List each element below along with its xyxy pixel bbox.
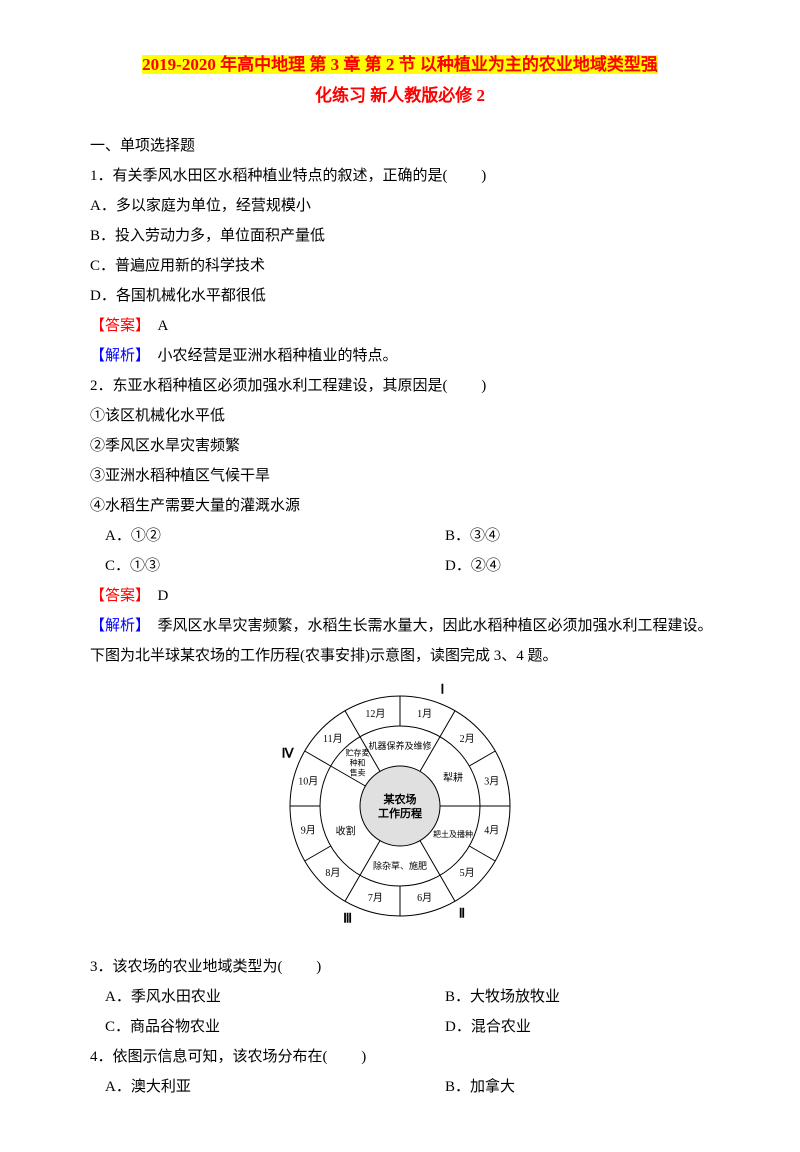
answer-label: 【答案】 [90, 318, 143, 334]
svg-text:6月: 6月 [417, 892, 432, 904]
svg-text:3月: 3月 [484, 776, 499, 788]
q2-option-c: C．①③ [60, 551, 400, 581]
svg-text:某农场: 某农场 [383, 792, 417, 806]
analysis-label: 【解析】 [90, 348, 143, 364]
q1-stem: 1．有关季风水田区水稻种植业特点的叙述，正确的是( ) [60, 161, 740, 191]
q3-option-d: D．混合农业 [400, 1012, 740, 1042]
q2-statement-1: ①该区机械化水平低 [60, 401, 740, 431]
svg-text:犁耕: 犁耕 [443, 771, 463, 784]
title-rest: 化练习 新人教版必修 2 [315, 86, 485, 105]
q1-analysis-text: 小农经营是亚洲水稻种植业的特点。 [143, 348, 398, 364]
svg-text:7月: 7月 [368, 892, 383, 904]
section-heading: 一、单项选择题 [60, 131, 740, 161]
q2-statement-2: ②季风区水旱灾害频繁 [60, 431, 740, 461]
q1-analysis-line: 【解析】 小农经营是亚洲水稻种植业的特点。 [60, 341, 740, 371]
svg-text:种和: 种和 [350, 758, 366, 768]
svg-text:5月: 5月 [460, 867, 475, 879]
svg-text:工作历程: 工作历程 [378, 806, 422, 820]
q2-option-a: A．①② [60, 521, 400, 551]
q2-answer-line: 【答案】 D [60, 581, 740, 611]
svg-text:Ⅳ: Ⅳ [282, 746, 295, 761]
q2-option-row-2: C．①③ D．②④ [60, 551, 740, 581]
page-title: 2019-2020 年高中地理 第 3 章 第 2 节 以种植业为主的农业地域类… [60, 50, 740, 111]
q3-stem: 3．该农场的农业地域类型为( ) [60, 952, 740, 982]
svg-text:12月: 12月 [365, 708, 385, 720]
q2-answer-value: D [143, 588, 169, 604]
q4-option-b: B．加拿大 [400, 1072, 740, 1102]
svg-text:耙土及播种: 耙土及播种 [433, 829, 473, 839]
q1-option-b: B．投入劳动力多，单位面积产量低 [60, 221, 740, 251]
lead-q3-q4: 下图为北半球某农场的工作历程(农事安排)示意图，读图完成 3、4 题。 [60, 641, 740, 671]
q2-analysis-line: 【解析】 季风区水旱灾害频繁，水稻生长需水量大，因此水稻种植区必须加强水利工程建… [60, 611, 740, 641]
title-highlighted: 2019-2020 年高中地理 第 3 章 第 2 节 以种植业为主的农业地域类… [142, 55, 658, 74]
q2-analysis-text: 季风区水旱灾害频繁，水稻生长需水量大，因此水稻种植区必须加强水利工程建设。 [143, 618, 713, 634]
q3-option-row-2: C．商品谷物农业 D．混合农业 [60, 1012, 740, 1042]
q3-option-a: A．季风水田农业 [60, 982, 400, 1012]
svg-text:机器保养及维修: 机器保养及维修 [368, 740, 431, 751]
answer-label: 【答案】 [90, 588, 143, 604]
q1-option-c: C．普遍应用新的科学技术 [60, 251, 740, 281]
svg-text:11月: 11月 [323, 733, 343, 745]
svg-text:贮存麦: 贮存麦 [346, 748, 370, 758]
q3-option-b: B．大牧场放牧业 [400, 982, 740, 1012]
analysis-label: 【解析】 [90, 618, 143, 634]
q2-stem: 2．东亚水稻种植区必须加强水利工程建设，其原因是( ) [60, 371, 740, 401]
svg-text:1月: 1月 [417, 708, 432, 720]
q2-option-row-1: A．①② B．③④ [60, 521, 740, 551]
svg-text:除杂草、施肥: 除杂草、施肥 [373, 860, 427, 871]
q1-option-d: D．各国机械化水平都很低 [60, 281, 740, 311]
q4-stem: 4．依图示信息可知，该农场分布在( ) [60, 1042, 740, 1072]
q2-statement-4: ④水稻生产需要大量的灌溉水源 [60, 491, 740, 521]
q4-option-a: A．澳大利亚 [60, 1072, 400, 1102]
svg-text:售卖: 售卖 [350, 768, 366, 778]
svg-text:10月: 10月 [298, 776, 318, 788]
farm-calendar-svg: 1月 2月 3月 4月 5月 6月 7月 8月 9月 10月 11月 12月机器保养及维修犁耕耙土及播… [255, 681, 545, 931]
q3-option-c: C．商品谷物农业 [60, 1012, 400, 1042]
q1-option-a: A．多以家庭为单位，经营规模小 [60, 191, 740, 221]
q2-option-d: D．②④ [400, 551, 740, 581]
svg-text:8月: 8月 [325, 867, 340, 879]
svg-text:9月: 9月 [301, 825, 316, 837]
q2-statement-3: ③亚洲水稻种植区气候干旱 [60, 461, 740, 491]
q2-option-b: B．③④ [400, 521, 740, 551]
q3-option-row-1: A．季风水田农业 B．大牧场放牧业 [60, 982, 740, 1012]
q4-option-row-1: A．澳大利亚 B．加拿大 [60, 1072, 740, 1102]
q1-answer-line: 【答案】 A [60, 311, 740, 341]
svg-text:2月: 2月 [460, 733, 475, 745]
svg-text:Ⅰ: Ⅰ [440, 682, 444, 697]
svg-text:Ⅱ: Ⅱ [459, 906, 465, 921]
svg-text:收割: 收割 [336, 825, 356, 838]
q1-answer-value: A [143, 318, 169, 334]
farm-calendar-diagram: 1月 2月 3月 4月 5月 6月 7月 8月 9月 10月 11月 12月机器保养及维修犁耕耙土及播… [60, 681, 740, 942]
svg-text:4月: 4月 [484, 825, 499, 837]
svg-text:Ⅲ: Ⅲ [343, 911, 352, 926]
